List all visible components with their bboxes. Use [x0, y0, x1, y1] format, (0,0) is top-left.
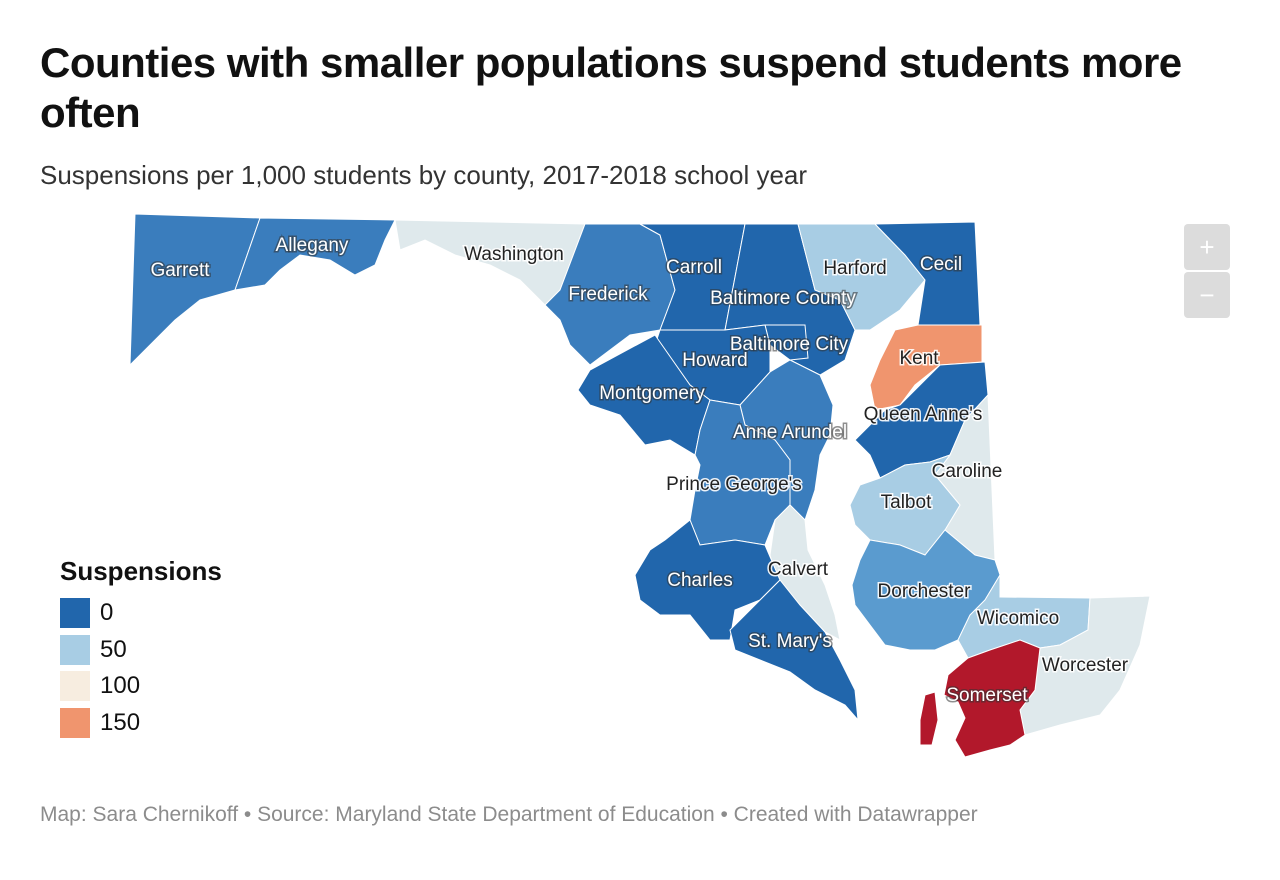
county-st-marys[interactable]: [729, 579, 859, 722]
legend: Suspensions 0 50 100 150: [60, 556, 222, 741]
label-kent: Kent: [899, 348, 939, 369]
legend-swatch: [60, 598, 90, 628]
label-harford: Harford: [823, 258, 886, 279]
legend-title: Suspensions: [60, 556, 222, 586]
county-somerset[interactable]: [943, 639, 1041, 758]
legend-label: 150: [100, 708, 141, 736]
legend-swatch: [60, 634, 90, 665]
label-charles: Charles: [667, 570, 732, 591]
zoom-in-button[interactable]: +: [1184, 224, 1230, 270]
label-calvert: Calvert: [768, 559, 829, 580]
county-kent[interactable]: [869, 324, 983, 411]
label-prince-georges: Prince George's: [666, 474, 802, 495]
label-st-marys: St. Mary's: [748, 631, 832, 652]
county-somerset-island[interactable]: [919, 691, 939, 746]
label-caroline: Caroline: [932, 461, 1003, 482]
label-queen-annes: Queen Anne's: [864, 404, 983, 425]
label-howard: Howard: [682, 350, 747, 371]
legend-item: 150: [60, 705, 222, 741]
label-wicomico: Wicomico: [977, 608, 1059, 629]
label-baltimore-city: Baltimore City: [730, 334, 849, 355]
label-allegany: Allegany: [276, 235, 349, 256]
legend-label: 50: [100, 635, 127, 663]
legend-item: 50: [60, 632, 222, 668]
label-montgomery: Montgomery: [599, 383, 705, 404]
label-garrett: Garrett: [150, 260, 210, 281]
label-talbot: Talbot: [881, 492, 932, 513]
legend-swatch: [60, 707, 90, 738]
chart-title: Counties with smaller populations suspen…: [40, 39, 1182, 136]
legend-label: 100: [100, 672, 141, 699]
county-allegany[interactable]: [234, 217, 396, 291]
chart-subtitle: Suspensions per 1,000 students by county…: [40, 160, 808, 190]
label-worcester: Worcester: [1042, 655, 1129, 676]
label-anne-arundel: Anne Arundel: [733, 422, 847, 443]
county-charles[interactable]: [634, 519, 781, 641]
label-dorchester: Dorchester: [878, 581, 972, 602]
label-baltimore-county: Baltimore County: [710, 288, 856, 309]
label-carroll: Carroll: [666, 257, 722, 278]
label-somerset: Somerset: [946, 685, 1028, 706]
zoom-out-button[interactable]: −: [1184, 272, 1230, 318]
county-montgomery[interactable]: [577, 334, 711, 456]
label-cecil: Cecil: [920, 254, 962, 275]
legend-item: 0: [60, 595, 222, 631]
label-washington: Washington: [464, 244, 564, 265]
legend-item: 100: [60, 668, 222, 704]
footer-credits: Map: Sara Chernikoff • Source: Maryland …: [40, 803, 978, 826]
legend-swatch: [60, 671, 90, 701]
county-labels: Garrett Allegany Washington Frederick Ca…: [149, 234, 1130, 708]
legend-label: 0: [100, 599, 114, 626]
label-frederick: Frederick: [568, 284, 648, 305]
